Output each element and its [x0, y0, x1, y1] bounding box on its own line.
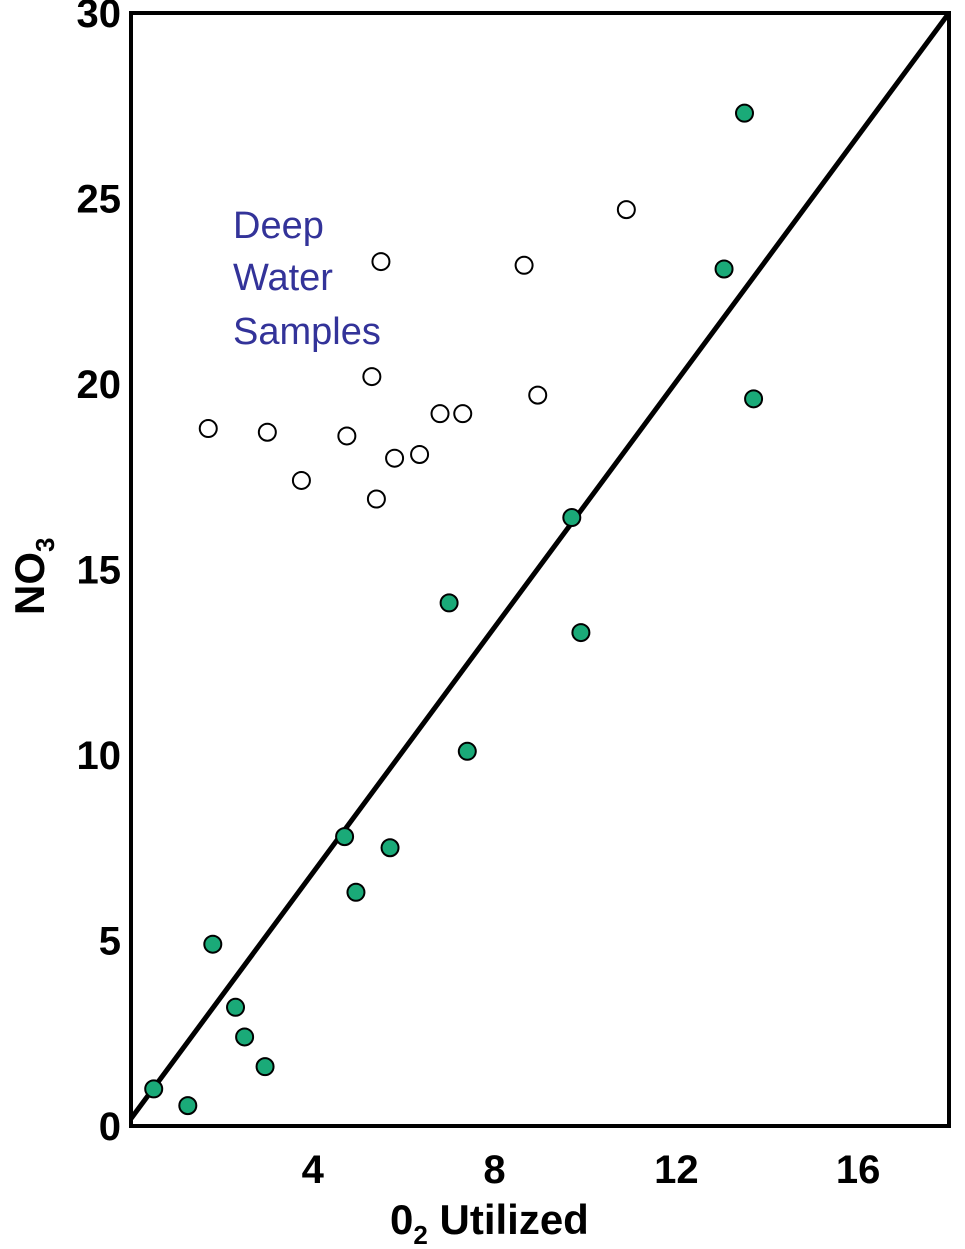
x-tick-label: 4 [302, 1148, 325, 1192]
data-point-open [528, 385, 548, 405]
data-point-filled [562, 508, 582, 528]
x-tick-label: 16 [836, 1148, 881, 1192]
data-point-filled [744, 389, 764, 409]
data-point-filled [226, 997, 246, 1017]
data-point-open [514, 255, 534, 275]
data-point-open [257, 422, 277, 442]
data-point-filled [335, 827, 355, 847]
data-point-filled [571, 623, 591, 643]
x-axis-title-rest: Utilized [428, 1196, 589, 1243]
y-tick-label: 20 [77, 363, 122, 407]
annotation-line-2: Water [233, 257, 333, 299]
data-point-open [337, 426, 357, 446]
x-tick-label: 12 [654, 1148, 699, 1192]
x-axis-title: 02 Utilized [390, 1196, 589, 1249]
fit-line [128, 11, 952, 1121]
x-axis-ticks: 4 8 12 16 [302, 1148, 881, 1192]
y-axis-title-main: NO [6, 552, 53, 615]
y-tick-label: 5 [99, 920, 121, 964]
data-point-open [453, 404, 473, 424]
y-tick-label: 30 [77, 0, 122, 36]
data-point-filled [380, 838, 400, 858]
data-point-filled [178, 1096, 198, 1116]
data-point-open [385, 448, 405, 468]
data-point-filled [714, 259, 734, 279]
y-axis-title: NO3 [6, 538, 60, 615]
y-axis-title-sub: 3 [30, 538, 60, 552]
data-point-open [410, 444, 430, 464]
data-point-open [371, 252, 391, 272]
data-point-filled [235, 1027, 255, 1047]
y-tick-label: 15 [77, 549, 122, 593]
x-tick-label: 8 [483, 1148, 505, 1192]
y-axis-ticks: 0 5 10 15 20 25 30 [77, 0, 122, 1149]
data-point-open [430, 404, 450, 424]
data-point-open [616, 200, 636, 220]
x-axis-title-main: 0 [390, 1196, 413, 1243]
data-point-open [291, 470, 311, 490]
data-point-filled [457, 741, 477, 761]
data-point-open [366, 489, 386, 509]
data-point-filled [144, 1079, 164, 1099]
data-point-filled [203, 934, 223, 954]
data-point-open [198, 419, 218, 439]
y-tick-label: 10 [77, 734, 122, 778]
annotation-line-3: Samples [233, 311, 381, 353]
data-points [144, 103, 764, 1116]
data-point-filled [255, 1057, 275, 1077]
data-point-filled [735, 103, 754, 123]
y-tick-label: 25 [77, 178, 122, 222]
data-point-filled [439, 593, 459, 613]
annotation-line-1: Deep [233, 205, 324, 247]
annotation-deep-water-samples: Deep Water Samples [233, 205, 381, 353]
y-tick-label: 0 [99, 1105, 121, 1149]
x-axis-title-sub: 2 [413, 1220, 427, 1249]
data-point-filled [346, 882, 366, 902]
data-point-open [362, 367, 382, 387]
